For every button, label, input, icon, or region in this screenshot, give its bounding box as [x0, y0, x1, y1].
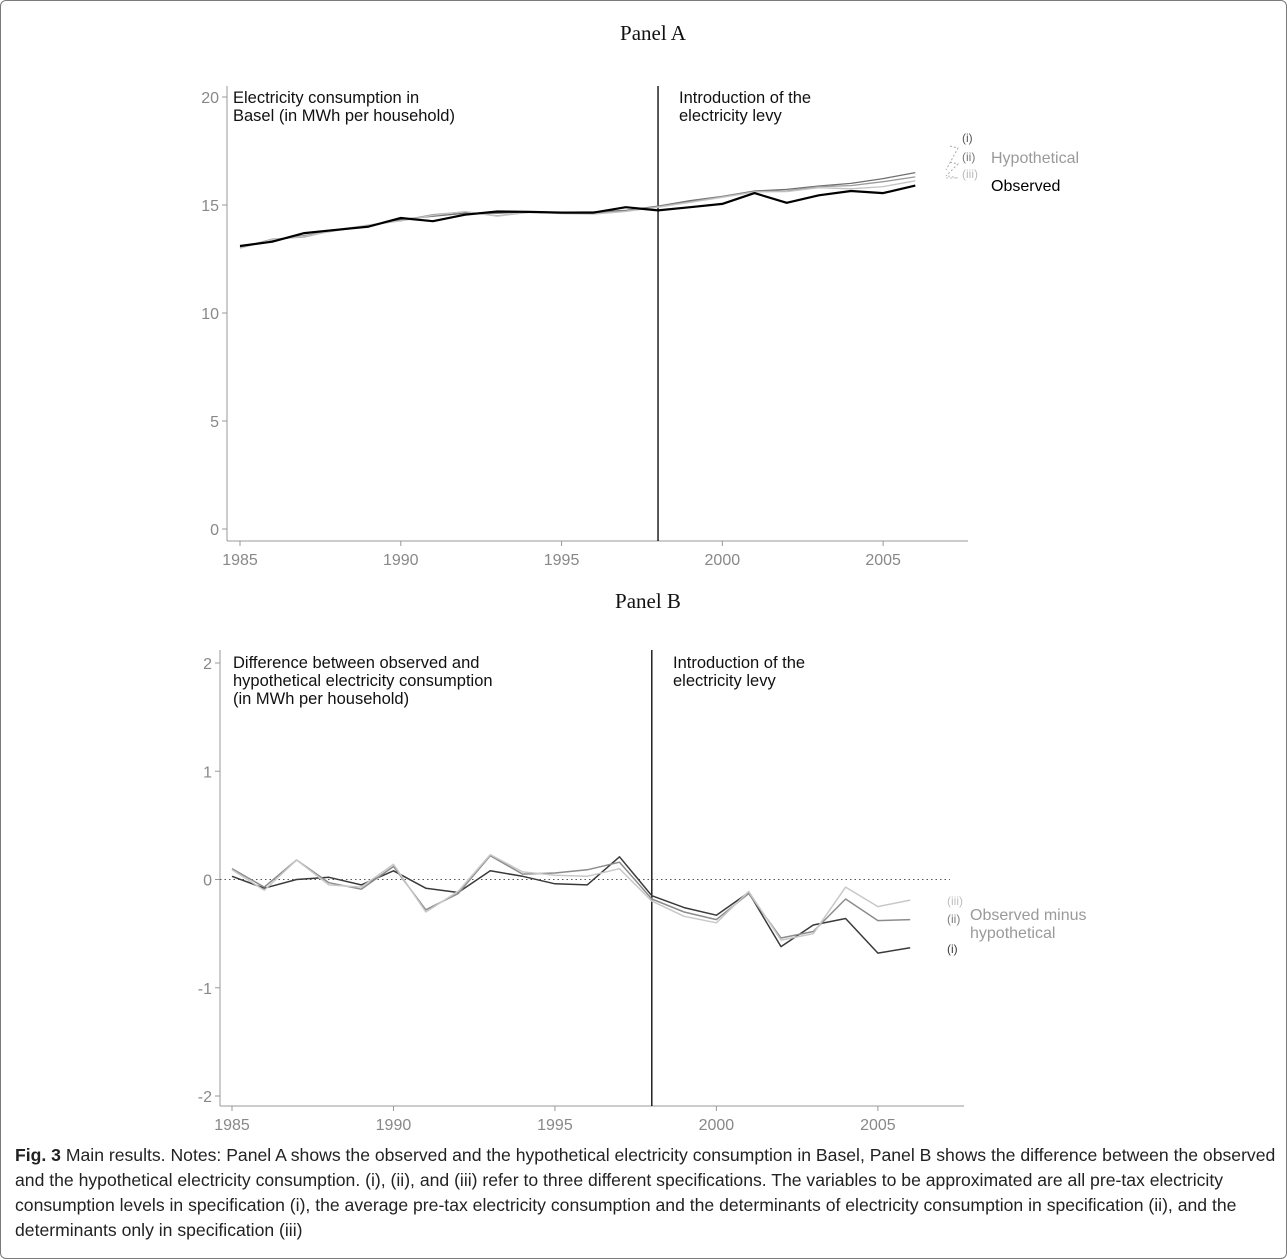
panel-a-series-iii — [239, 180, 916, 249]
panel-b-axes: -2 -1 0 1 2 1985 1990 1995 2000 2005 — [198, 650, 964, 1134]
panel-b-series-ii — [231, 854, 911, 939]
panel-a-annotation: Electricity consumption in Basel (in MWh… — [233, 89, 455, 125]
panel-b-series-iii — [231, 853, 911, 941]
panel-a-levy-label: Introduction of the electricity levy — [679, 89, 816, 125]
panel-a-series-observed — [239, 184, 916, 248]
panel-a-ytick-label: 0 — [210, 522, 219, 539]
panel-b-annotation: Difference between observed and hypothet… — [233, 654, 497, 708]
legend-observed-label: Observed — [991, 178, 1060, 195]
panel-b-ytick-label: -1 — [198, 981, 212, 998]
panel-a-xtick-label: 1995 — [544, 552, 580, 569]
panel-b-xtick-label: 1995 — [537, 1117, 573, 1134]
panel-b-levy-label: Introduction of the electricity levy — [673, 654, 810, 690]
panel-b-annotation-line-1: Difference between observed and — [233, 654, 479, 672]
panel-b-ytick-label: 0 — [203, 873, 212, 890]
legend-leader-i — [945, 145, 959, 171]
figure-caption: Fig. 3 Main results. Notes: Panel A show… — [15, 1143, 1277, 1243]
legend-leader-iii — [946, 175, 959, 179]
panel-a-legend: (i) (ii) (iii) Hypothetical Observed — [945, 131, 1079, 195]
panel-a-annotation-line-1: Electricity consumption in — [233, 89, 419, 107]
panel-a-levy-label-line-1: Introduction of the — [679, 89, 811, 107]
panel-b-legend: (iii) (ii) (i) Observed minus hypothetic… — [947, 894, 1087, 956]
panel-b-levy-label-line-2: electricity levy — [673, 672, 776, 690]
legend-hypothetical-label: Hypothetical — [991, 150, 1079, 167]
panel-b-ytick-label: 1 — [203, 764, 212, 781]
legend-marker-iii: (iii) — [962, 167, 978, 181]
panel-a-ytick-label: 20 — [201, 90, 219, 107]
panel-b-annotation-line-2: hypothetical electricity consumption — [233, 672, 493, 690]
panel-b-series-i — [231, 856, 911, 954]
panel-b: Panel B -2 -1 0 1 2 1985 1990 1995 2000 2005 Diff… — [198, 589, 1087, 1134]
panel-a-xtick-label: 2005 — [865, 552, 901, 569]
panel-b-xtick-label: 1990 — [376, 1117, 412, 1134]
legend-leader-ii — [945, 161, 959, 177]
panel-b-levy-label-line-1: Introduction of the — [673, 654, 805, 672]
legend-b-group-label-line-1: Observed minus — [970, 907, 1087, 924]
legend-marker-i: (i) — [962, 131, 973, 145]
panel-a-xtick-label: 1990 — [383, 552, 419, 569]
panel-b-ytick-label: 2 — [203, 656, 212, 673]
panel-a-axes: 0 5 10 15 20 1985 1990 1995 2000 2005 — [201, 86, 968, 569]
panel-a-xtick-label: 1985 — [222, 552, 258, 569]
panel-a-annotation-line-2: Basel (in MWh per household) — [233, 107, 455, 125]
panel-b-annotation-line-3: (in MWh per household) — [233, 690, 409, 708]
panel-a-ytick-label: 5 — [210, 414, 219, 431]
panel-a: Panel A 0 5 10 15 20 1985 1990 1995 2000 2005 Ele… — [201, 21, 1079, 569]
panel-b-ytick-label: -2 — [198, 1089, 212, 1106]
panel-a-ytick-label: 15 — [201, 198, 219, 215]
caption-label: Fig. 3 — [15, 1145, 61, 1165]
legend-b-marker-ii: (ii) — [947, 912, 960, 926]
legend-b-marker-i: (i) — [947, 942, 958, 956]
panel-b-xtick-label: 2000 — [699, 1117, 735, 1134]
legend-b-marker-iii: (iii) — [947, 894, 963, 908]
panel-a-levy-label-line-2: electricity levy — [679, 107, 782, 125]
panel-b-xtick-label: 2005 — [860, 1117, 896, 1134]
legend-marker-ii: (ii) — [962, 150, 975, 164]
panel-a-series-i — [239, 171, 916, 248]
panel-a-lines — [239, 171, 916, 249]
legend-b-group-label-line-2: hypothetical — [970, 925, 1055, 942]
panel-a-xtick-label: 2000 — [705, 552, 741, 569]
panel-b-lines — [231, 853, 911, 954]
caption-text: Main results. Notes: Panel A shows the o… — [15, 1145, 1276, 1240]
panel-a-ytick-label: 10 — [201, 306, 219, 323]
panel-a-title: Panel A — [620, 21, 687, 45]
panel-b-title: Panel B — [615, 589, 681, 613]
panel-b-xtick-label: 1985 — [214, 1117, 250, 1134]
